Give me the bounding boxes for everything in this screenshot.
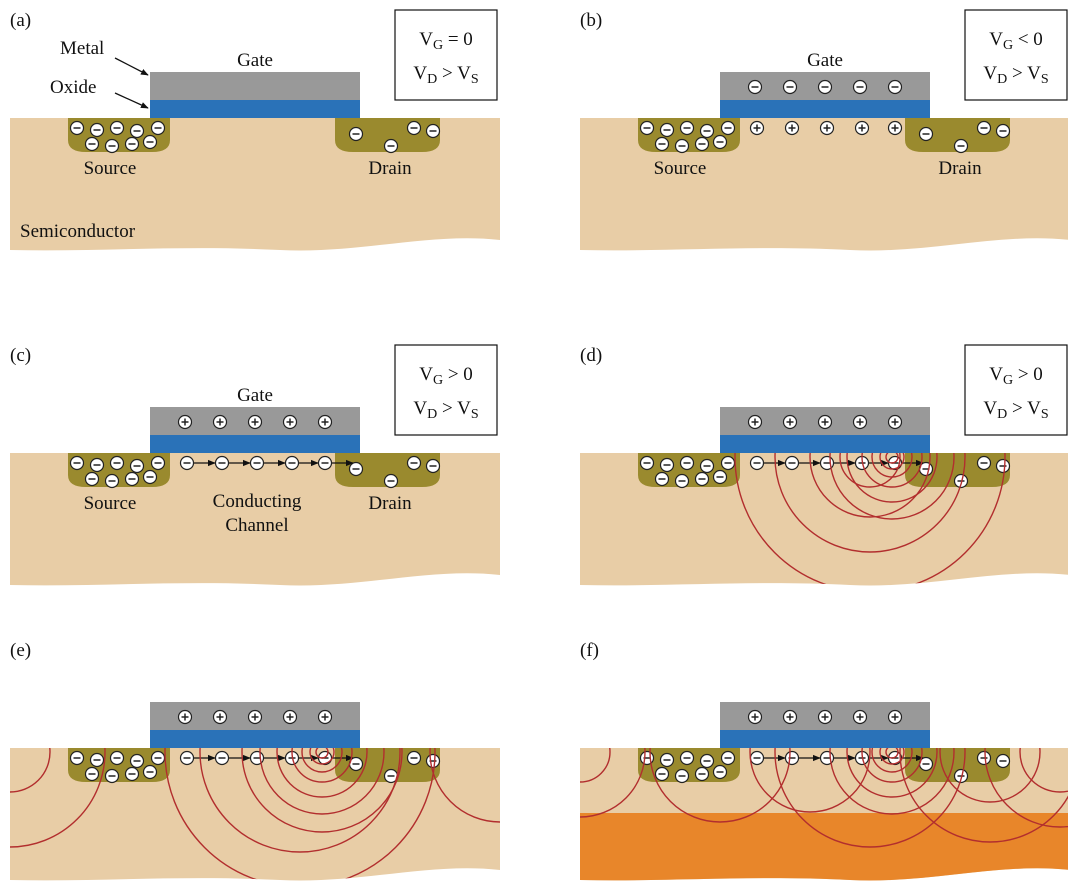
figure: (a) Gate Metal Oxide Source Drain Semiconducto… <box>0 0 1068 883</box>
gate-metal <box>150 72 360 100</box>
condition: VD > VS <box>983 398 1048 422</box>
condition: VG > 0 <box>419 364 473 388</box>
subscript: G <box>1003 38 1013 53</box>
condition: VD > VS <box>413 398 478 422</box>
drain-label: Drain <box>938 158 982 179</box>
panel: (d)VG > 0VD > VS <box>580 322 1068 592</box>
oxide-label: Oxide <box>50 77 96 98</box>
gate-oxide <box>720 435 930 453</box>
condition: VG > 0 <box>989 364 1043 388</box>
channel-label: Channel <box>225 515 288 536</box>
gate-label: Gate <box>807 50 843 71</box>
panel-label: (d) <box>580 345 602 366</box>
pointer <box>115 58 148 75</box>
metal-label: Metal <box>60 38 104 59</box>
panel-label: (b) <box>580 10 602 31</box>
subscript: G <box>433 38 443 53</box>
drain-label: Drain <box>368 158 412 179</box>
condition: VD > VS <box>413 63 478 87</box>
condition-text: V <box>983 63 997 84</box>
gate-oxide <box>150 100 360 118</box>
source-label: Source <box>84 158 137 179</box>
condition-text: > V <box>437 63 471 84</box>
gate-label: Gate <box>237 50 273 71</box>
condition-text: > V <box>1007 63 1041 84</box>
subscript: G <box>1003 373 1013 388</box>
condition-text: V <box>413 63 427 84</box>
subscript: G <box>433 373 443 388</box>
gate-oxide <box>720 100 930 118</box>
panel-label: (c) <box>10 345 31 366</box>
subscript: D <box>427 407 437 422</box>
condition-text: > V <box>1007 398 1041 419</box>
condition-text: > 0 <box>443 364 473 385</box>
condition-text: V <box>419 29 433 50</box>
subscript: D <box>997 407 1007 422</box>
subscript: D <box>427 72 437 87</box>
condition: VG < 0 <box>989 29 1043 53</box>
condition: VG = 0 <box>419 29 473 53</box>
condition: VD > VS <box>983 63 1048 87</box>
condition-text: < 0 <box>1013 29 1043 50</box>
condition-box <box>395 345 497 435</box>
source-label: Source <box>654 158 707 179</box>
channel-label: Conducting <box>213 491 302 512</box>
subscript: S <box>471 407 479 422</box>
panel-label: (a) <box>10 10 31 31</box>
condition-box <box>965 10 1067 100</box>
subscript: S <box>1041 407 1049 422</box>
pointer <box>115 93 148 108</box>
condition-text: = 0 <box>443 29 473 50</box>
condition-text: V <box>989 29 1003 50</box>
condition-text: V <box>983 398 997 419</box>
condition-text: V <box>413 398 427 419</box>
subscript: S <box>1041 72 1049 87</box>
subscript: D <box>997 72 1007 87</box>
gate-oxide <box>150 435 360 453</box>
condition-box <box>965 345 1067 435</box>
conducting-layer <box>580 813 1068 880</box>
panel: (c) Gate Source Drain Conducting Channel VG > … <box>10 345 500 585</box>
panel: (e) <box>0 617 570 883</box>
condition-box <box>395 10 497 100</box>
substrate-label: Semiconductor <box>20 221 136 242</box>
panel-label: (f) <box>580 640 599 661</box>
drain-label: Drain <box>368 493 412 514</box>
condition-text: V <box>419 364 433 385</box>
gate-oxide <box>720 730 930 748</box>
condition-text: > 0 <box>1013 364 1043 385</box>
subscript: S <box>471 72 479 87</box>
gate-label: Gate <box>237 385 273 406</box>
condition-text: > V <box>437 398 471 419</box>
source-label: Source <box>84 493 137 514</box>
panel: (f) <box>515 640 1068 880</box>
gate-oxide <box>150 730 360 748</box>
panel-label: (e) <box>10 640 31 661</box>
condition-text: V <box>989 364 1003 385</box>
panel: (a) Gate Metal Oxide Source Drain Semiconducto… <box>10 10 500 250</box>
